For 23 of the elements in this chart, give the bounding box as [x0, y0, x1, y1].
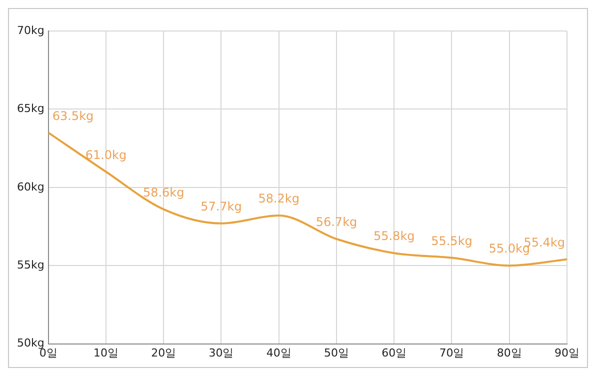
x-tick-label: 60일 [382, 346, 407, 360]
data-label: 55.5kg [431, 234, 472, 248]
x-tick-label: 80일 [496, 346, 522, 360]
data-label: 58.2kg [258, 192, 300, 206]
data-label: 58.6kg [142, 185, 184, 200]
data-label: 55.8kg [373, 229, 415, 244]
y-tick-label: 55kg [16, 258, 44, 272]
x-tick-label: 20일 [151, 346, 176, 360]
x-tick-label: 10일 [93, 346, 118, 360]
y-tick-label: 60kg [16, 180, 44, 194]
y-tick-label: 70kg [16, 24, 44, 37]
data-label: 61.0kg [85, 148, 127, 162]
x-tick-label: 50일 [324, 346, 349, 360]
x-tick-label: 40일 [266, 346, 292, 360]
x-tick-label: 70일 [439, 346, 464, 360]
y-tick-label: 65kg [16, 102, 44, 116]
data-label: 56.7kg [316, 215, 358, 230]
x-tick-label: 90일 [554, 346, 580, 360]
y-tick-label: 50kg [16, 336, 44, 350]
data-label: 63.5kg [52, 108, 94, 123]
data-label: 57.7kg [200, 199, 242, 214]
x-tick-label: 30일 [208, 346, 234, 360]
line-series [48, 132, 567, 267]
